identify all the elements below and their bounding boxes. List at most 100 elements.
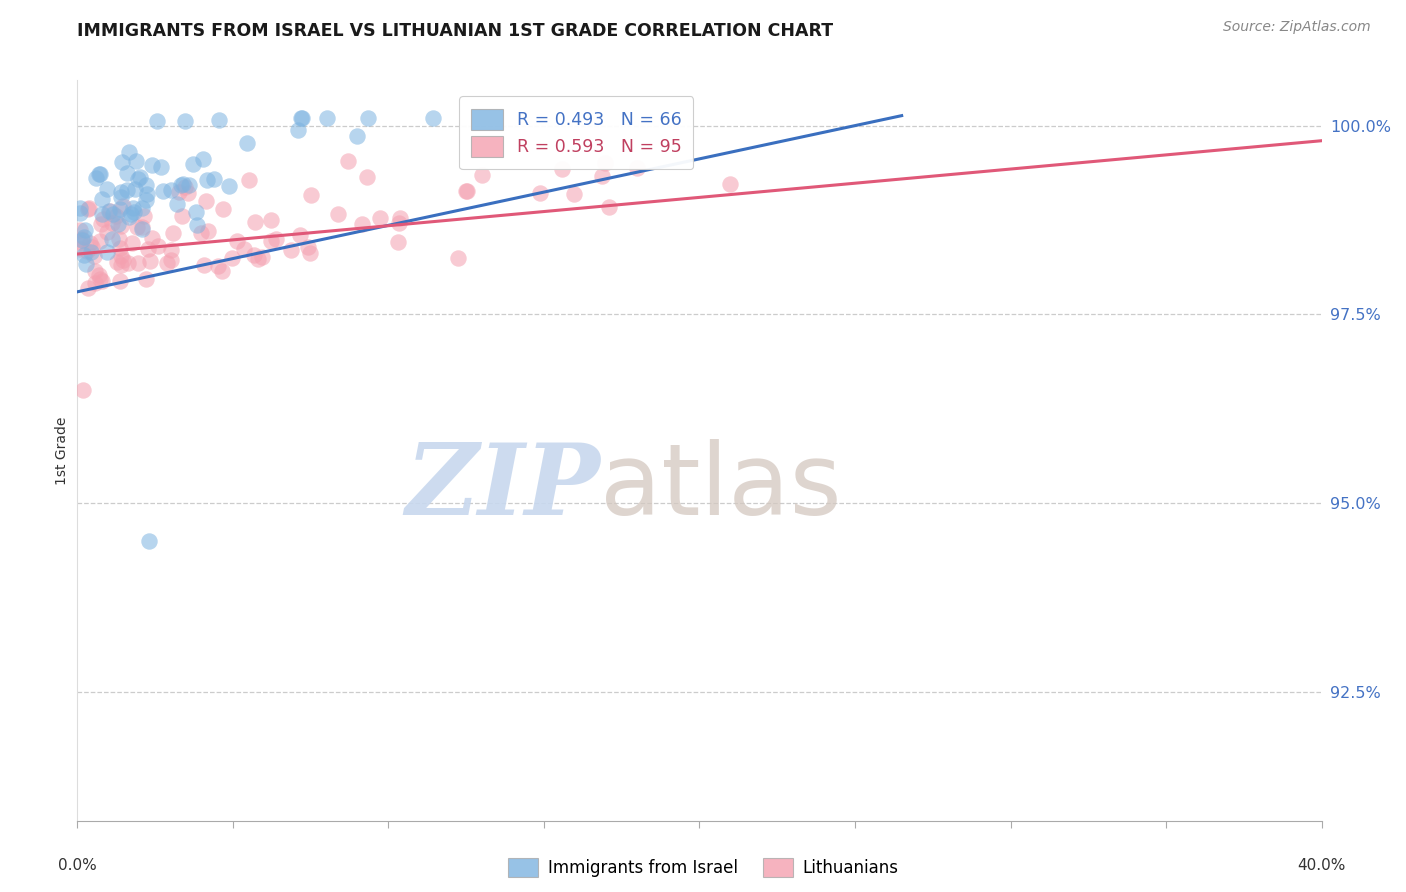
Point xyxy=(122,204,145,219)
Point xyxy=(550,162,572,177)
Point xyxy=(297,240,319,254)
Point xyxy=(212,202,235,216)
Point xyxy=(211,264,233,278)
Point xyxy=(141,230,163,244)
Point xyxy=(246,252,269,266)
Point xyxy=(207,259,229,273)
Point xyxy=(169,178,191,193)
Point xyxy=(197,224,219,238)
Point xyxy=(104,209,127,223)
Point xyxy=(138,534,160,549)
Point xyxy=(79,236,101,251)
Point xyxy=(139,253,162,268)
Point xyxy=(456,185,478,199)
Point xyxy=(110,219,132,233)
Point xyxy=(136,242,159,256)
Point xyxy=(195,173,218,187)
Point xyxy=(173,180,195,194)
Point xyxy=(299,188,322,202)
Legend: Immigrants from Israel, Lithuanians: Immigrants from Israel, Lithuanians xyxy=(501,851,905,884)
Point xyxy=(218,178,240,193)
Point xyxy=(132,210,155,224)
Point xyxy=(529,186,551,201)
Point xyxy=(221,251,243,265)
Point xyxy=(96,225,118,239)
Point xyxy=(454,184,477,198)
Text: 40.0%: 40.0% xyxy=(1298,858,1346,873)
Point xyxy=(98,204,121,219)
Point xyxy=(336,153,359,168)
Point xyxy=(260,213,283,227)
Text: atlas: atlas xyxy=(600,439,842,536)
Point xyxy=(131,202,153,216)
Point xyxy=(101,231,124,245)
Point xyxy=(125,153,148,168)
Y-axis label: 1st Grade: 1st Grade xyxy=(55,417,69,484)
Point xyxy=(184,204,207,219)
Point xyxy=(117,166,139,180)
Point xyxy=(591,169,613,183)
Point xyxy=(73,223,96,237)
Point xyxy=(287,123,309,137)
Point xyxy=(162,226,184,240)
Point xyxy=(117,256,139,270)
Point xyxy=(389,211,412,226)
Point xyxy=(207,112,229,127)
Point xyxy=(562,186,585,201)
Point xyxy=(101,207,124,221)
Point xyxy=(110,190,132,204)
Point xyxy=(152,185,174,199)
Point xyxy=(115,183,138,197)
Point xyxy=(69,201,91,215)
Point xyxy=(141,158,163,172)
Point xyxy=(72,232,94,246)
Point xyxy=(186,218,208,232)
Point xyxy=(89,271,111,285)
Point xyxy=(357,111,380,125)
Text: 0.0%: 0.0% xyxy=(58,858,97,873)
Point xyxy=(76,202,98,216)
Point xyxy=(316,111,339,125)
Point xyxy=(73,229,96,244)
Point xyxy=(238,173,260,187)
Point xyxy=(160,252,183,267)
Point xyxy=(118,211,141,225)
Point xyxy=(160,183,183,197)
Point xyxy=(131,221,153,235)
Point xyxy=(73,247,96,261)
Point xyxy=(91,211,114,226)
Point xyxy=(87,167,110,181)
Point xyxy=(326,207,349,221)
Point xyxy=(127,256,149,270)
Point xyxy=(108,274,131,288)
Point xyxy=(146,238,169,252)
Point xyxy=(266,232,288,246)
Point xyxy=(76,244,98,258)
Point xyxy=(298,245,321,260)
Point xyxy=(167,185,190,199)
Point xyxy=(177,178,200,192)
Point xyxy=(288,227,311,242)
Point xyxy=(77,281,100,295)
Point xyxy=(108,202,131,216)
Point xyxy=(446,251,468,265)
Point xyxy=(122,201,145,215)
Point xyxy=(172,177,194,191)
Point xyxy=(145,113,167,128)
Point xyxy=(120,207,142,221)
Point xyxy=(598,200,620,214)
Point xyxy=(156,256,179,270)
Point xyxy=(226,234,249,248)
Point xyxy=(101,216,124,230)
Point xyxy=(108,232,131,246)
Point xyxy=(110,258,132,272)
Point xyxy=(69,205,91,219)
Point xyxy=(112,199,135,213)
Point xyxy=(290,111,312,125)
Point xyxy=(77,201,100,215)
Point xyxy=(260,234,283,248)
Point xyxy=(135,178,157,193)
Point xyxy=(193,258,215,272)
Point xyxy=(291,111,314,125)
Point xyxy=(232,243,254,257)
